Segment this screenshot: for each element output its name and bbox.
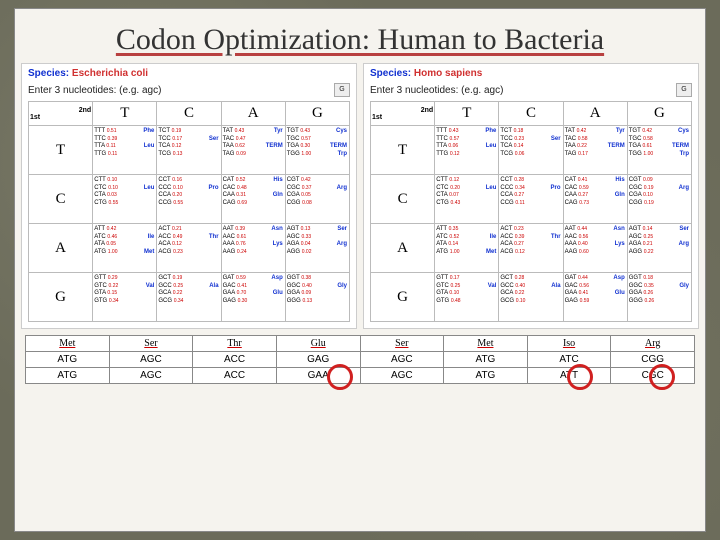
codon-cell: ACT 0.21ACC 0.49ThrACA 0.12ACG 0.23 [157, 224, 221, 273]
codon-cell: TGT 0.42CysTGC 0.58TGA 0.61TERMTGG 1.00T… [627, 126, 691, 175]
col-header: T [435, 102, 499, 126]
aa-header: Thr [193, 336, 277, 352]
species-label: Species: [28, 68, 69, 79]
row-header: T [29, 126, 93, 175]
row-header: A [371, 224, 435, 273]
codon-value: AGC [360, 368, 444, 384]
col-header: C [499, 102, 563, 126]
codon-cell: GTT 0.29GTC 0.22ValGTA 0.15GTG 0.34 [93, 273, 157, 322]
codon-value: GAG [276, 352, 360, 368]
aa-header: Ser [109, 336, 193, 352]
col-header: C [157, 102, 221, 126]
codon-cell: CGT 0.09CGC 0.19ArgCGA 0.10CGG 0.19 [627, 175, 691, 224]
species-value: Escherichia coli [72, 68, 148, 79]
aa-header: Arg [611, 336, 695, 352]
codon-cell: GCT 0.19GCC 0.25AlaGCA 0.22GCG 0.34 [157, 273, 221, 322]
enter-line: Enter 3 nucleotides: (e.g. agc) G [28, 83, 350, 97]
codon-cell: GTT 0.17GTC 0.25ValGTA 0.10GTG 0.48 [435, 273, 499, 322]
col-header: A [563, 102, 627, 126]
codon-value: AGC [109, 368, 193, 384]
row-header: G [371, 273, 435, 322]
aa-header: Glu [276, 336, 360, 352]
corner-cell: 2nd1st [371, 102, 435, 126]
codon-cell: CCT 0.16CCC 0.10ProCCA 0.20CCG 0.55 [157, 175, 221, 224]
comparison-row-1: ATGAGCACCGAGAGCATGATCCGG [26, 352, 695, 368]
aa-header: Iso [527, 336, 611, 352]
codon-cell: AGT 0.14SerAGC 0.25AGA 0.21ArgAGG 0.22 [627, 224, 691, 273]
codon-cell: TCT 0.18TCC 0.23SerTCA 0.14TCG 0.06 [499, 126, 563, 175]
row-header: C [29, 175, 93, 224]
aa-header: Met [26, 336, 110, 352]
codon-cell: AAT 0.39AsnAAC 0.61AAA 0.76LysAAG 0.24 [221, 224, 285, 273]
comparison-table: MetSerThrGluSerMetIsoArg ATGAGCACCGAGAGC… [25, 335, 695, 384]
row-header: G [29, 273, 93, 322]
codon-cell: GCT 0.28GCC 0.40AlaGCA 0.22GCG 0.10 [499, 273, 563, 322]
codon-cell: AAT 0.44AsnAAC 0.56AAA 0.40LysAAG 0.60 [563, 224, 627, 273]
slide-page: Codon Optimization: Human to Bacteria Sp… [14, 8, 706, 532]
col-header: A [221, 102, 285, 126]
row-header: A [29, 224, 93, 273]
species-value: Homo sapiens [414, 68, 482, 79]
col-header: G [627, 102, 691, 126]
codon-cell: ATT 0.42ATC 0.46IleATA 0.05ATG 1.00Met [93, 224, 157, 273]
codon-cell: CTT 0.10CTC 0.10LeuCTA 0.03CTG 0.55 [93, 175, 157, 224]
codon-cell: ATT 0.35ATC 0.52IleATA 0.14ATG 1.00Met [435, 224, 499, 273]
species-label: Species: [370, 68, 411, 79]
panels-row: Species: Escherichia coli Enter 3 nucleot… [15, 63, 705, 329]
codon-cell: GAT 0.44AspGAC 0.56GAA 0.41GluGAG 0.59 [563, 273, 627, 322]
page-title: Codon Optimization: Human to Bacteria [15, 9, 705, 63]
codon-table: 2nd1stTCAGTTTT 0.51PheTTC 0.39TTA 0.11Le… [28, 101, 350, 322]
enter-line: Enter 3 nucleotides: (e.g. agc) G [370, 83, 692, 97]
col-header: T [93, 102, 157, 126]
col-header: G [285, 102, 349, 126]
codon-cell: ACT 0.23ACC 0.39ThrACA 0.27ACG 0.12 [499, 224, 563, 273]
panel-ecoli: Species: Escherichia coli Enter 3 nucleot… [21, 63, 357, 329]
corner-cell: 2nd1st [29, 102, 93, 126]
panel-human: Species: Homo sapiens Enter 3 nucleotides… [363, 63, 699, 329]
highlight-circle [649, 364, 675, 390]
codon-table: 2nd1stTCAGTTTT 0.43PheTTC 0.57TTA 0.06Le… [370, 101, 692, 322]
codon-cell: GAT 0.59AspGAC 0.41GAA 0.70GluGAG 0.30 [221, 273, 285, 322]
bottom-table-wrap: MetSerThrGluSerMetIsoArg ATGAGCACCGAGAGC… [15, 329, 705, 384]
row-header: T [371, 126, 435, 175]
highlight-circle [567, 364, 593, 390]
codon-cell: TTT 0.43PheTTC 0.57TTA 0.06LeuTTG 0.12 [435, 126, 499, 175]
codon-value: AGC [109, 352, 193, 368]
codon-cell: CAT 0.41HisCAC 0.59CAA 0.27GlnCAG 0.73 [563, 175, 627, 224]
enter-label: Enter 3 nucleotides: (e.g. agc) [28, 85, 161, 96]
codon-cell: TAT 0.43TyrTAC 0.47TAA 0.62TERMTAG 0.09 [221, 126, 285, 175]
codon-value: ACC [193, 352, 277, 368]
go-button[interactable]: G [334, 83, 350, 97]
codon-value: CGG [611, 352, 695, 368]
codon-value: ATG [444, 368, 528, 384]
go-button[interactable]: G [676, 83, 692, 97]
comparison-header-row: MetSerThrGluSerMetIsoArg [26, 336, 695, 352]
codon-cell: CAT 0.52HisCAC 0.48CAA 0.31GlnCAG 0.69 [221, 175, 285, 224]
enter-label: Enter 3 nucleotides: (e.g. agc) [370, 85, 503, 96]
row-header: C [371, 175, 435, 224]
aa-header: Met [444, 336, 528, 352]
codon-cell: TTT 0.51PheTTC 0.39TTA 0.11LeuTTG 0.11 [93, 126, 157, 175]
codon-cell: TAT 0.42TyrTAC 0.58TAA 0.22TERMTAG 0.17 [563, 126, 627, 175]
codon-cell: TGT 0.43CysTGC 0.57TGA 0.30TERMTGG 1.00T… [285, 126, 349, 175]
aa-header: Ser [360, 336, 444, 352]
comparison-row-2: ATGAGCACCGAAAGCATGATTCGC [26, 368, 695, 384]
codon-cell: CCT 0.28CCC 0.34ProCCA 0.27CCG 0.11 [499, 175, 563, 224]
codon-cell: CTT 0.12CTC 0.20LeuCTA 0.07CTG 0.43 [435, 175, 499, 224]
codon-cell: GGT 0.18GGC 0.35GlyGGA 0.26GGG 0.26 [627, 273, 691, 322]
codon-cell: GGT 0.38GGC 0.40GlyGGA 0.09GGG 0.13 [285, 273, 349, 322]
codon-value: ATC [527, 352, 611, 368]
codon-cell: CGT 0.42CGC 0.37ArgCGA 0.05CGG 0.08 [285, 175, 349, 224]
codon-cell: AGT 0.13SerAGC 0.33AGA 0.04ArgAGG 0.02 [285, 224, 349, 273]
highlight-circle [327, 364, 353, 390]
codon-value: ATG [26, 368, 110, 384]
codon-value: ATG [444, 352, 528, 368]
codon-value: AGC [360, 352, 444, 368]
species-line: Species: Escherichia coli [28, 68, 350, 79]
codon-cell: TCT 0.19TCC 0.17SerTCA 0.12TCG 0.13 [157, 126, 221, 175]
codon-value: ATG [26, 352, 110, 368]
codon-value: ACC [193, 368, 277, 384]
species-line: Species: Homo sapiens [370, 68, 692, 79]
